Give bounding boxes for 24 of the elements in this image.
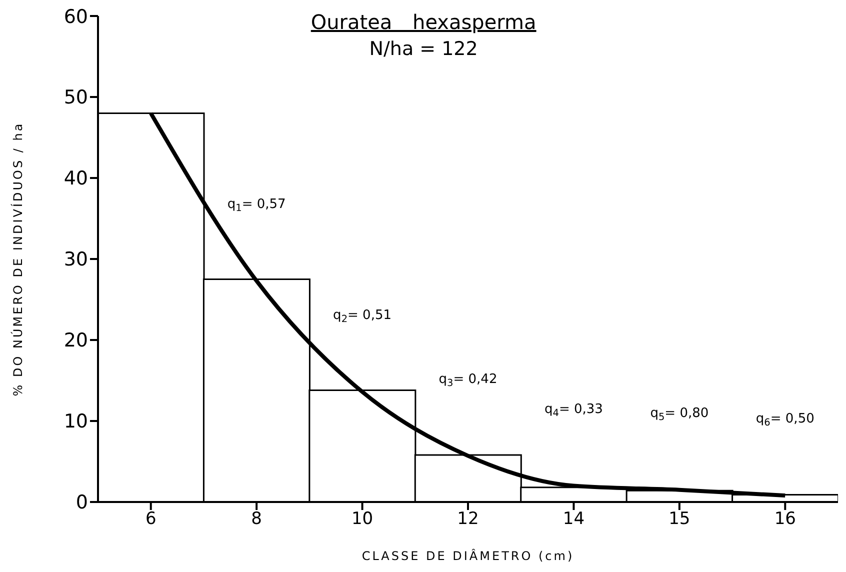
x-axis-title: CLASSE DE DIÂMETRO (cm)	[362, 548, 574, 563]
y-tick-label: 30	[64, 248, 88, 271]
y-tick-label: 0	[76, 492, 88, 514]
y-axis-title: % DO NÚMERO DE INDIVÍDUOS / ha	[10, 122, 25, 396]
chart-title: Ouratea hexasperma	[310, 10, 538, 34]
annotation: q$_{4}$= 0,33	[544, 402, 603, 419]
annotation: q$_{2}$= 0,51	[333, 308, 392, 325]
x-tick-label: 14	[562, 509, 585, 530]
annotation: q$_{1}$= 0,57	[227, 196, 286, 214]
y-tick-label: 50	[64, 86, 88, 109]
x-tick-label: 8	[251, 509, 262, 530]
y-tick-label: 60	[64, 6, 88, 28]
y-tick-label: 20	[64, 330, 88, 352]
x-tick-label: 12	[457, 509, 479, 530]
annotation: q$_{3}$= 0,42	[438, 372, 498, 389]
x-tick-label: 16	[774, 509, 796, 530]
annotation: q$_{6}$= 0,50	[756, 412, 814, 429]
y-tick-label: 10	[64, 410, 88, 433]
x-tick-label: 15	[668, 509, 690, 530]
y-tick-label: 40	[64, 168, 88, 190]
x-tick-label: 10	[351, 509, 374, 530]
annotation: q$_{5}$= 0,80	[650, 406, 709, 423]
x-tick-label: 6	[145, 509, 156, 530]
text: N/ha = 122	[368, 38, 479, 60]
